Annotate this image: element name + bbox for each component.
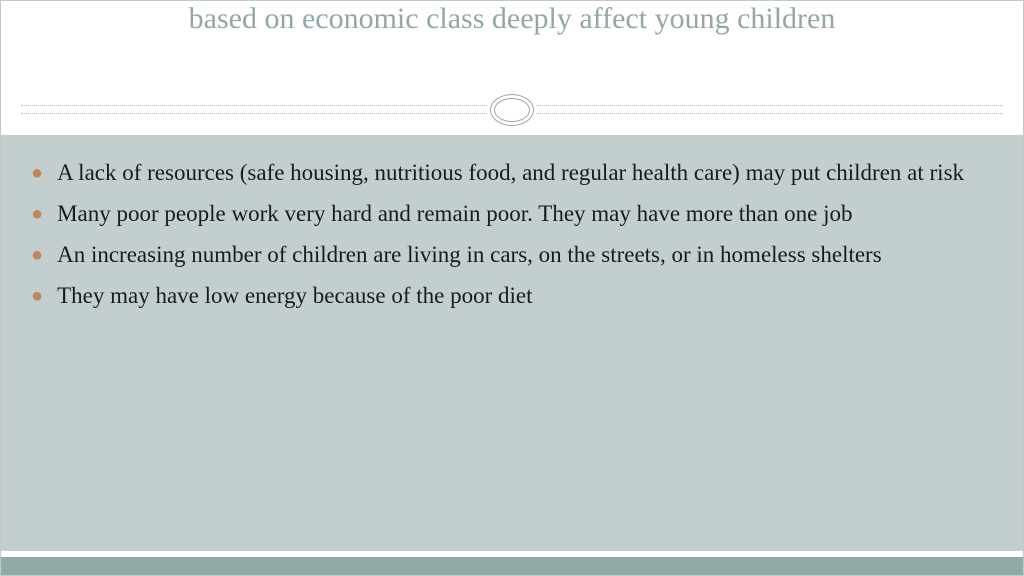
bullet-text: An increasing number of children are liv… [57,239,993,270]
list-item: ● Many poor people work very hard and re… [31,198,993,229]
bullet-marker-icon: ● [31,201,43,228]
title-area: based on economic class deeply affect yo… [1,1,1023,37]
list-item: ● A lack of resources (safe housing, nut… [31,157,993,188]
bullet-marker-icon: ● [31,283,43,310]
oval-icon [488,92,536,128]
bullet-text: They may have low energy because of the … [57,280,993,311]
slide-title: based on economic class deeply affect yo… [31,1,993,37]
bullet-list: ● A lack of resources (safe housing, nut… [31,157,993,311]
divider-ornament [1,85,1023,135]
bullet-text: A lack of resources (safe housing, nutri… [57,157,993,188]
slide-container: based on economic class deeply affect yo… [0,0,1024,576]
bullet-marker-icon: ● [31,242,43,269]
bullet-marker-icon: ● [31,160,43,187]
list-item: ● An increasing number of children are l… [31,239,993,270]
bullet-text: Many poor people work very hard and rema… [57,198,993,229]
content-area: ● A lack of resources (safe housing, nut… [1,135,1023,551]
list-item: ● They may have low energy because of th… [31,280,993,311]
footer-bar [1,557,1023,575]
